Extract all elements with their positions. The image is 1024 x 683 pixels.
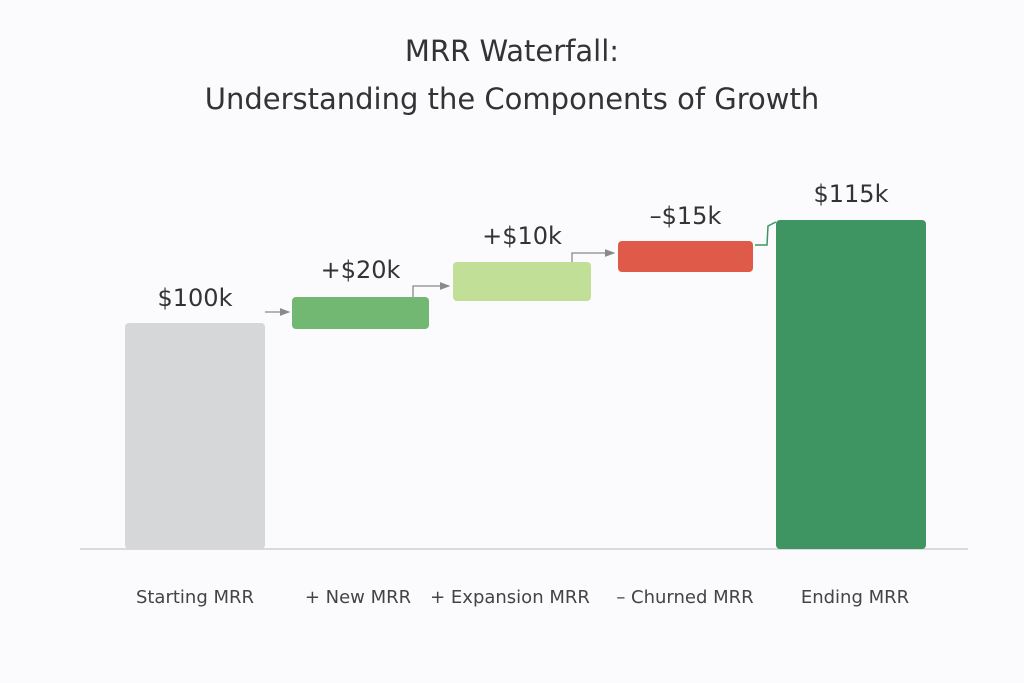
data-label: +$10k — [482, 222, 562, 250]
data-label: $100k — [157, 284, 233, 312]
x-tick-label: Ending MRR — [800, 587, 910, 608]
chart-title-line-2: Understanding the Components of Growth — [204, 82, 820, 116]
data-label: –$15k — [649, 202, 722, 230]
bar-2 — [453, 262, 591, 301]
connector-arrow — [755, 221, 777, 246]
bar-1 — [292, 297, 429, 329]
bar-4 — [776, 220, 926, 549]
connector-arrow — [571, 249, 616, 262]
bar-3 — [618, 241, 753, 272]
x-tick-label: Starting MRR — [135, 587, 255, 608]
x-tick-label: + New MRR — [304, 587, 412, 608]
x-tick-label: + Expansion MRR — [430, 587, 590, 608]
data-label: +$20k — [320, 256, 401, 284]
data-label: $115k — [813, 180, 889, 208]
x-tick-label: – Churned MRR — [616, 587, 754, 608]
bar-0 — [125, 323, 265, 549]
connector-arrow — [412, 282, 451, 297]
chart-title-line-1: MRR Waterfall: — [404, 34, 620, 68]
